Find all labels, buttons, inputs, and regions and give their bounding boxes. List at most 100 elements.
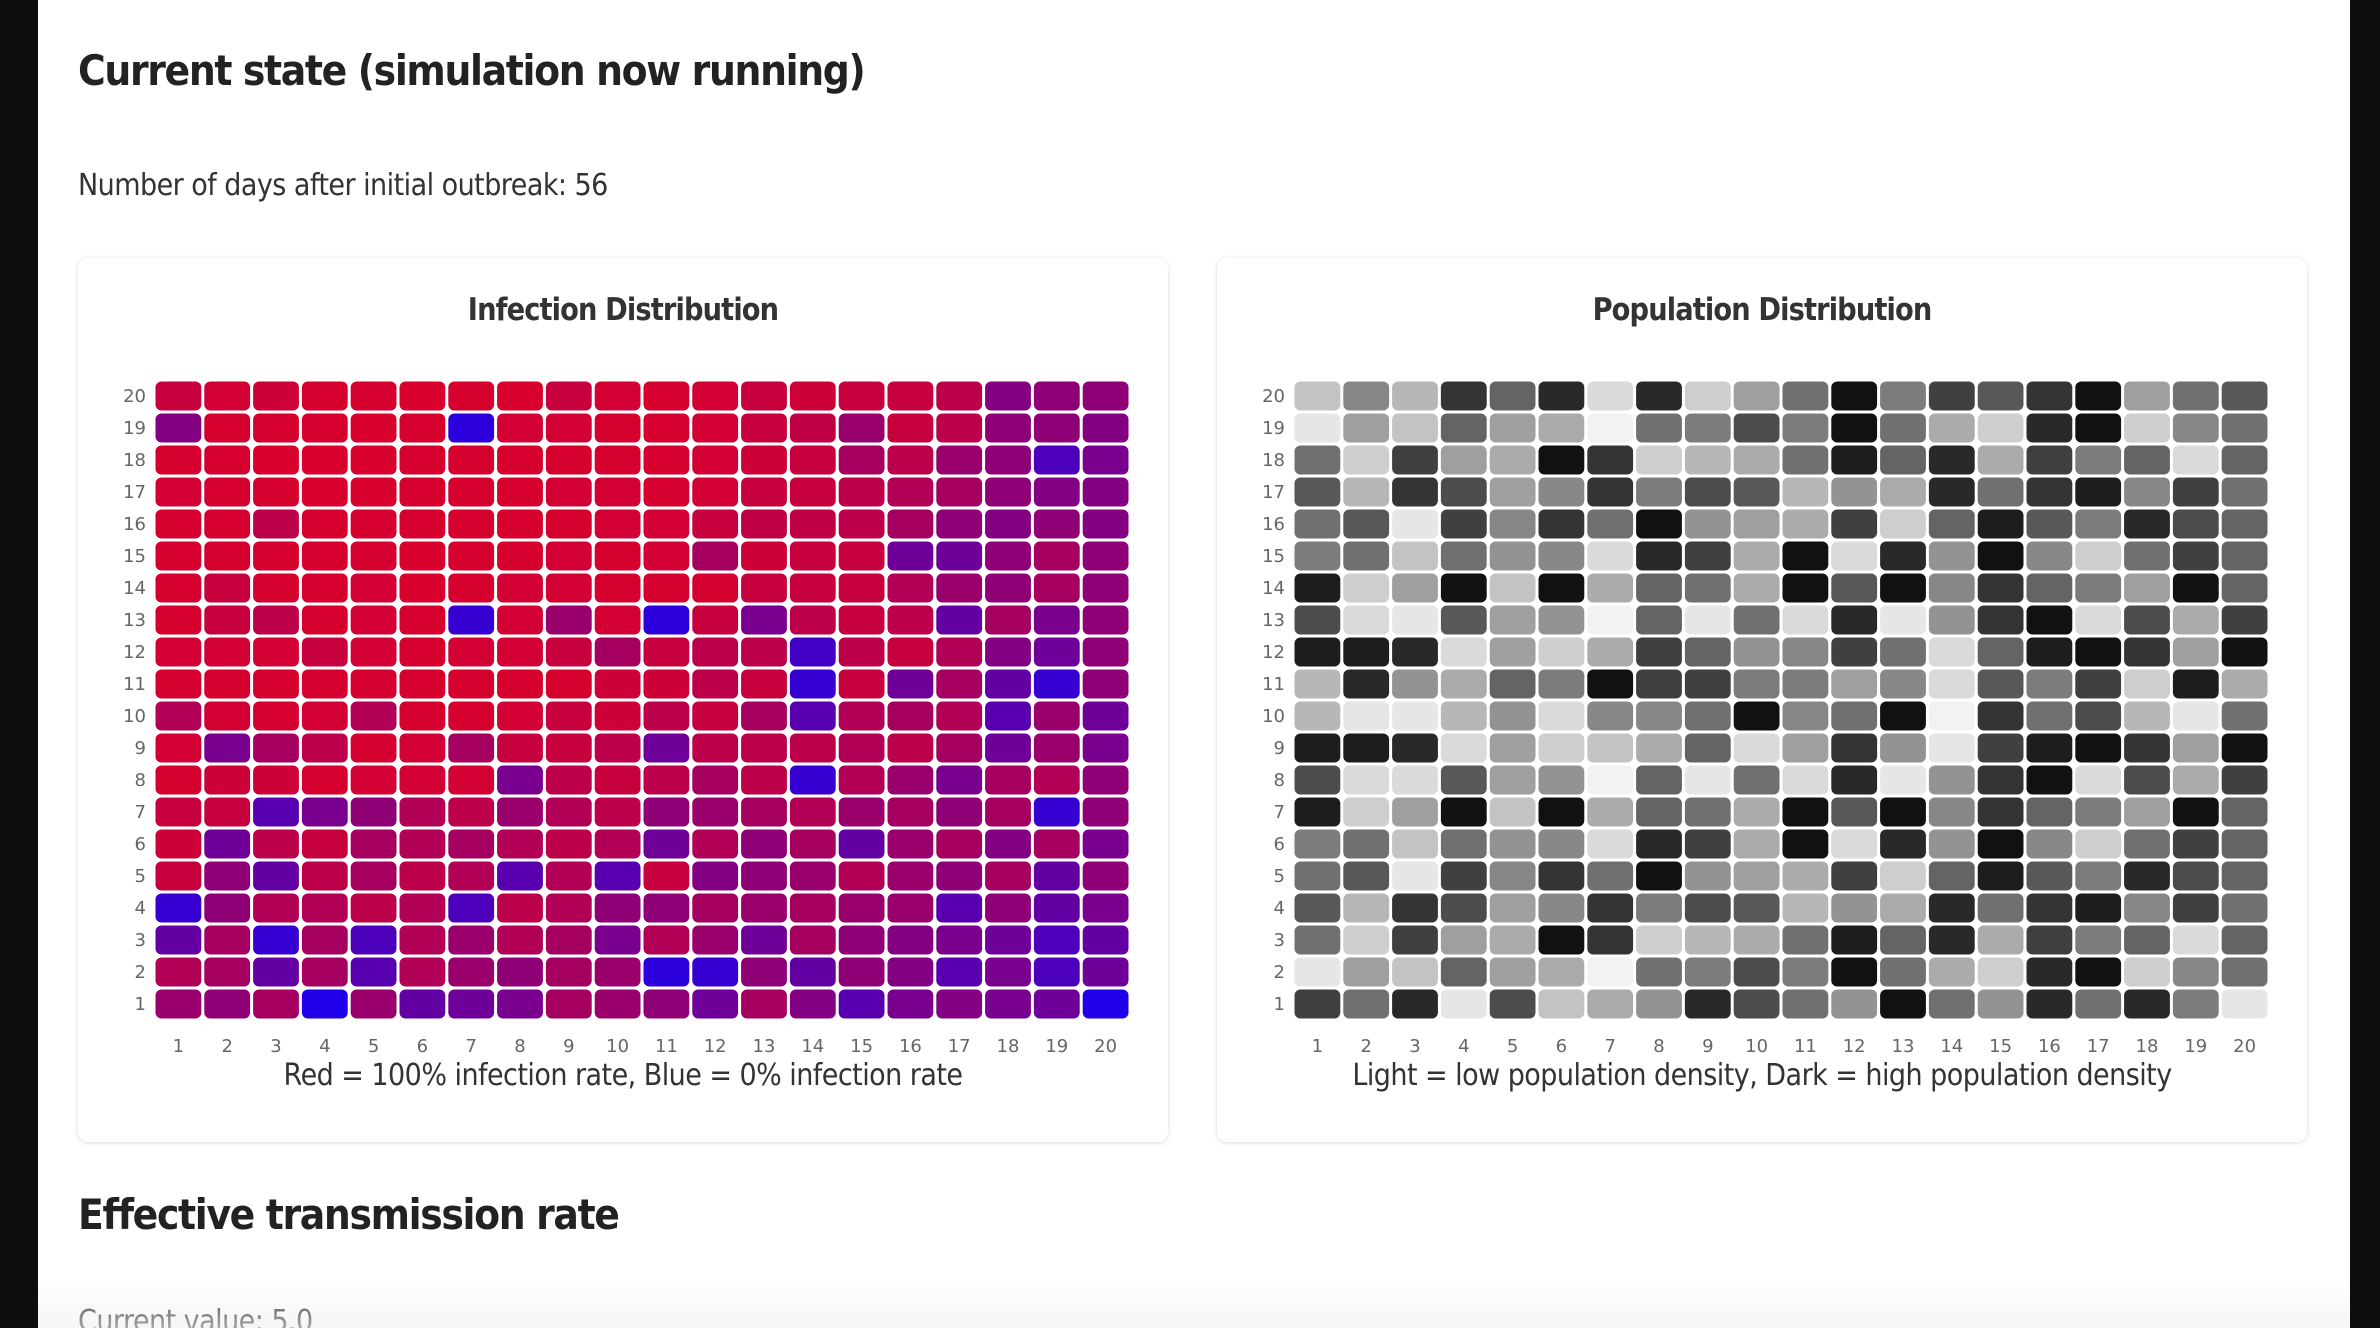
heatmap-cell-9-1 <box>545 989 592 1019</box>
heatmap-cell-20-16 <box>1082 509 1129 539</box>
heatmap-cell-9-17 <box>545 477 592 507</box>
heatmap-cell-4-1 <box>1440 989 1487 1019</box>
heatmap-cell-14-14 <box>1928 573 1975 603</box>
heatmap-cell-2-15 <box>204 541 251 571</box>
heatmap-cell-11-4 <box>643 893 690 923</box>
heatmap-cell-2-4 <box>1343 893 1390 923</box>
heatmap-cell-19-7 <box>1033 797 1080 827</box>
heatmap-cell-10-18 <box>594 445 641 475</box>
infection-distribution-title: Infection Distribution <box>467 292 779 328</box>
heatmap-cell-3-9 <box>1392 733 1438 763</box>
x-tick-label: 8 <box>514 1036 525 1057</box>
heatmap-cell-13-9 <box>1880 733 1926 763</box>
heatmap-cell-2-9 <box>1343 733 1390 763</box>
heatmap-cell-19-15 <box>1033 541 1080 571</box>
heatmap-cell-8-11 <box>497 669 543 699</box>
heatmap-cell-10-8 <box>1733 765 1780 795</box>
heatmap-cell-1-10 <box>1294 701 1341 731</box>
heatmap-cell-2-7 <box>1343 797 1390 827</box>
heatmap-cell-10-5 <box>1733 861 1780 891</box>
heatmap-cell-20-20 <box>1082 381 1129 411</box>
heatmap-cell-18-2 <box>985 957 1031 987</box>
heatmap-cell-10-16 <box>1733 509 1780 539</box>
heatmap-cell-11-8 <box>1782 765 1829 795</box>
transmission-rate-title: Effective transmission rate <box>78 1190 620 1239</box>
heatmap-cell-8-18 <box>1636 445 1682 475</box>
heatmap-cell-3-3 <box>1392 925 1438 955</box>
heatmap-cell-3-18 <box>1392 445 1438 475</box>
heatmap-cell-18-6 <box>2124 829 2170 859</box>
heatmap-cell-10-13 <box>1733 605 1780 635</box>
heatmap-cell-15-7 <box>838 797 885 827</box>
heatmap-cell-5-2 <box>350 957 397 987</box>
heatmap-cell-17-2 <box>2075 957 2122 987</box>
heatmap-cell-1-2 <box>1294 957 1341 987</box>
heatmap-cell-16-12 <box>887 637 934 667</box>
heatmap-cell-12-12 <box>1831 637 1878 667</box>
heatmap-cell-14-9 <box>789 733 836 763</box>
heatmap-cell-12-9 <box>692 733 739 763</box>
heatmap-cell-18-6 <box>985 829 1031 859</box>
heatmap-cell-17-4 <box>2075 893 2122 923</box>
heatmap-cell-5-8 <box>1489 765 1536 795</box>
heatmap-cell-11-10 <box>643 701 690 731</box>
y-tick-label: 5 <box>135 866 146 887</box>
heatmap-cell-6-13 <box>1538 605 1585 635</box>
heatmap-cell-17-15 <box>936 541 983 571</box>
heatmap-cell-17-11 <box>2075 669 2122 699</box>
heatmap-cell-13-20 <box>1880 381 1926 411</box>
heatmap-cell-19-20 <box>1033 381 1080 411</box>
heatmap-cell-13-14 <box>1880 573 1926 603</box>
heatmap-cell-4-13 <box>301 605 348 635</box>
heatmap-cell-3-5 <box>1392 861 1438 891</box>
heatmap-cell-1-19 <box>1294 413 1341 443</box>
heatmap-cell-19-14 <box>2172 573 2219 603</box>
heatmap-cell-15-16 <box>1977 509 2024 539</box>
heatmap-cell-1-13 <box>155 605 202 635</box>
heatmap-cell-20-7 <box>1082 797 1129 827</box>
x-tick-label: 14 <box>1940 1036 1963 1057</box>
heatmap-cell-14-20 <box>789 381 836 411</box>
heatmap-cell-19-13 <box>2172 605 2219 635</box>
heatmap-cell-17-20 <box>2075 381 2122 411</box>
heatmap-cell-7-14 <box>1587 573 1634 603</box>
heatmap-cell-20-2 <box>1082 957 1129 987</box>
heatmap-cell-16-15 <box>2026 541 2073 571</box>
heatmap-cell-7-16 <box>1587 509 1634 539</box>
heatmap-cell-6-2 <box>1538 957 1585 987</box>
heatmap-cell-3-20 <box>1392 381 1438 411</box>
heatmap-cell-12-5 <box>1831 861 1878 891</box>
x-tick-label: 10 <box>606 1036 629 1057</box>
heatmap-cell-8-12 <box>497 637 543 667</box>
heatmap-cell-10-19 <box>594 413 641 443</box>
heatmap-cell-6-15 <box>399 541 446 571</box>
heatmap-cell-12-10 <box>1831 701 1878 731</box>
heatmap-cell-13-14 <box>741 573 787 603</box>
heatmap-cell-9-16 <box>545 509 592 539</box>
heatmap-cell-11-4 <box>1782 893 1829 923</box>
heatmap-cell-19-3 <box>2172 925 2219 955</box>
heatmap-cell-16-16 <box>2026 509 2073 539</box>
heatmap-cell-13-12 <box>741 637 787 667</box>
heatmap-cell-14-16 <box>789 509 836 539</box>
heatmap-cell-6-1 <box>399 989 446 1019</box>
heatmap-cell-9-13 <box>545 605 592 635</box>
heatmap-cell-10-14 <box>594 573 641 603</box>
heatmap-cell-4-3 <box>1440 925 1487 955</box>
heatmap-cell-1-5 <box>155 861 202 891</box>
heatmap-cell-15-19 <box>1977 413 2024 443</box>
heatmap-cell-18-18 <box>2124 445 2170 475</box>
heatmap-cell-15-20 <box>838 381 885 411</box>
heatmap-cell-17-6 <box>936 829 983 859</box>
heatmap-cell-16-20 <box>887 381 934 411</box>
heatmap-cell-9-10 <box>545 701 592 731</box>
heatmap-cell-18-14 <box>985 573 1031 603</box>
heatmap-cell-20-13 <box>1082 605 1129 635</box>
heatmap-cell-4-7 <box>301 797 348 827</box>
heatmap-cell-12-1 <box>692 989 739 1019</box>
heatmap-cell-13-8 <box>1880 765 1926 795</box>
y-tick-label: 14 <box>123 578 146 599</box>
heatmap-cell-15-4 <box>838 893 885 923</box>
heatmap-cell-3-10 <box>1392 701 1438 731</box>
heatmap-cell-2-18 <box>204 445 251 475</box>
